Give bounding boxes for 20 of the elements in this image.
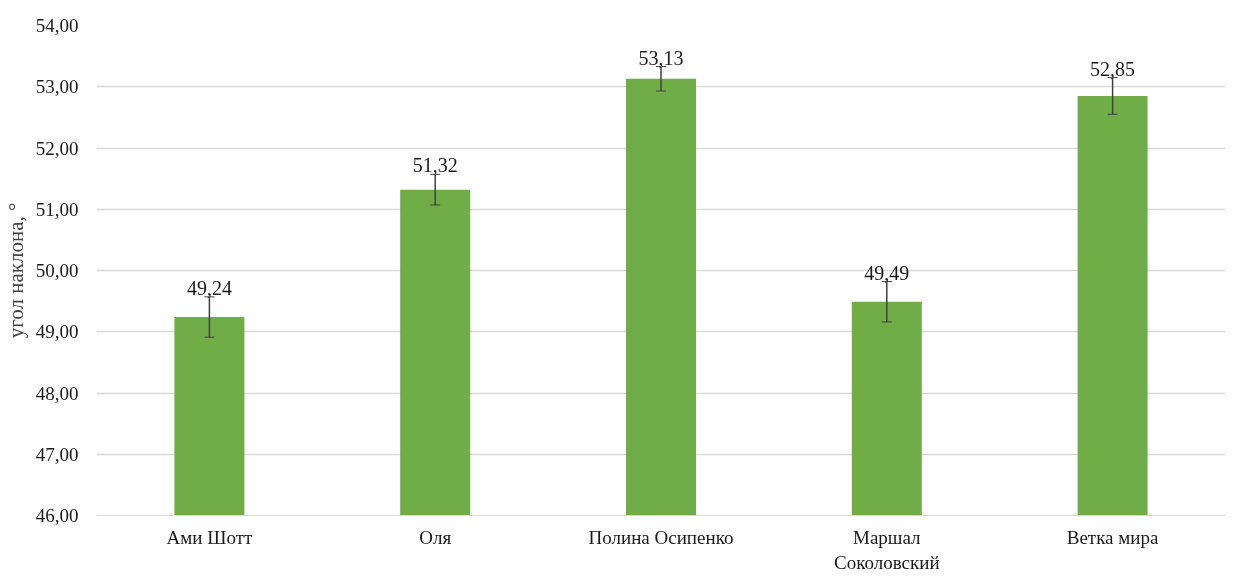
y-tick-label: 51,00 <box>35 198 79 220</box>
y-tick-label: 46,00 <box>35 505 79 526</box>
data-label: 53,13 <box>638 46 684 69</box>
data-label: 51,32 <box>412 154 458 177</box>
y-tick-label: 52,00 <box>35 137 79 159</box>
x-tick-label: Оля <box>419 526 452 548</box>
data-label: 52,85 <box>1090 57 1136 80</box>
data-label: 49,24 <box>186 276 232 299</box>
y-tick-label: 49,00 <box>35 321 79 343</box>
x-tick-label: Полина Осипенко <box>588 526 734 548</box>
y-tick-label: 47,00 <box>35 443 79 465</box>
y-tick-label: 50,00 <box>35 260 79 281</box>
y-tick-label: 54,00 <box>35 15 79 36</box>
y-tick-label: 48,00 <box>35 382 79 404</box>
y-axis-title: угол наклона, ° <box>3 202 28 339</box>
y-tick-label: 53,00 <box>35 76 79 98</box>
x-tick-label: Ветка мира <box>1066 526 1159 548</box>
data-label: 49,49 <box>864 261 910 284</box>
x-tick-label: Маршал Соколовский <box>834 526 940 573</box>
x-tick-label: Ами Шотт <box>166 526 253 548</box>
